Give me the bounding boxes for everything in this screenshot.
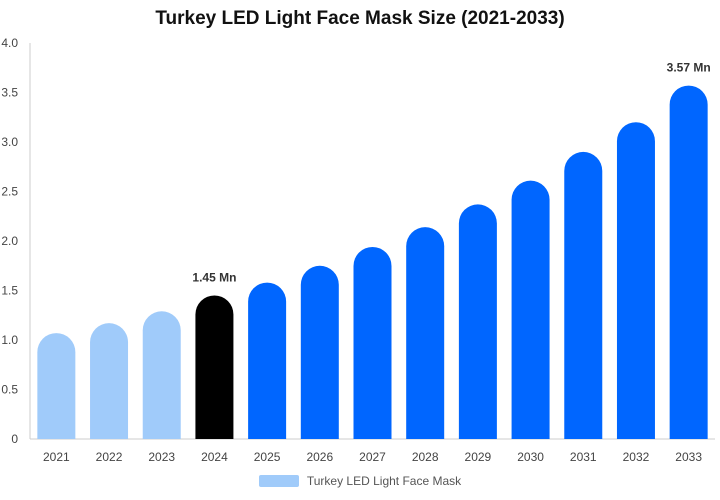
x-tick-label: 2030 <box>517 450 544 464</box>
bar-2024 <box>195 295 234 439</box>
legend-label: Turkey LED Light Face Mask <box>306 474 462 488</box>
bar-2021 <box>37 333 76 439</box>
y-tick-label: 1.5 <box>1 284 18 298</box>
bar-2027 <box>353 246 392 439</box>
bar-2022 <box>90 323 129 439</box>
bar-2025 <box>248 282 287 439</box>
data-label: 3.57 Mn <box>667 61 711 75</box>
x-tick-label: 2032 <box>623 450 650 464</box>
y-tick-label: 2.0 <box>1 234 18 248</box>
x-tick-label: 2023 <box>148 450 175 464</box>
x-tick-label: 2021 <box>43 450 70 464</box>
bar-2023 <box>142 311 181 439</box>
x-tick-label: 2026 <box>306 450 333 464</box>
x-tick-label: 2022 <box>96 450 123 464</box>
x-tick-label: 2029 <box>465 450 492 464</box>
bar-chart: 0 0.5 1.0 1.5 2.0 2.5 3.0 3.5 4.0 2021 2022 2023 202… <box>1 36 715 464</box>
bar-2032 <box>616 122 655 439</box>
legend: Turkey LED Light Face Mask <box>0 474 720 488</box>
x-tick-label: 2033 <box>675 450 702 464</box>
chart-title: Turkey LED Light Face Mask Size (2021-20… <box>155 8 565 29</box>
bar-2028 <box>406 227 445 439</box>
data-label: 1.45 Mn <box>192 270 236 284</box>
y-tick-label: 1.0 <box>1 333 18 347</box>
legend-swatch <box>258 475 299 487</box>
x-tick-label: 2028 <box>412 450 439 464</box>
x-tick-label: 2024 <box>201 450 228 464</box>
bar-2031 <box>564 151 603 439</box>
bar-2029 <box>458 204 497 439</box>
x-tick-label: 2031 <box>570 450 597 464</box>
bar-2030 <box>511 180 550 440</box>
bar-2026 <box>300 265 339 439</box>
x-tick-label: 2025 <box>254 450 281 464</box>
y-tick-label: 4.0 <box>1 36 18 50</box>
y-tick-label: 0 <box>11 432 18 446</box>
y-tick-label: 2.5 <box>1 185 18 199</box>
x-tick-label: 2027 <box>359 450 386 464</box>
y-tick-label: 0.5 <box>1 383 18 397</box>
bar-2033 <box>669 85 708 439</box>
y-tick-label: 3.5 <box>1 86 18 100</box>
y-tick-label: 3.0 <box>1 135 18 149</box>
